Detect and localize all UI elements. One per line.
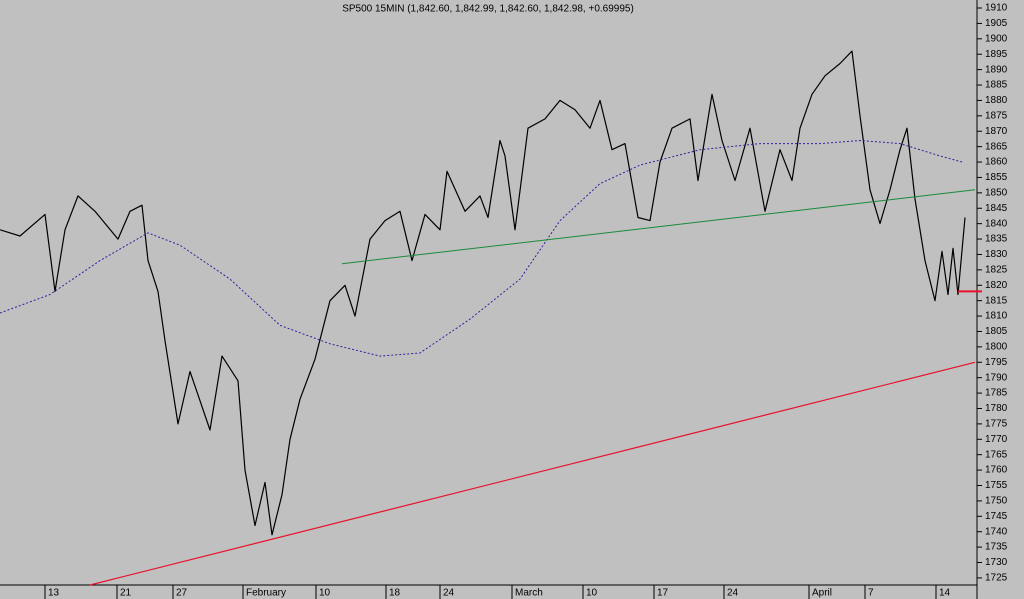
x-tick-label: March <box>515 588 543 599</box>
y-tick-label: 1835 <box>985 234 1008 245</box>
y-tick-label: 1855 <box>985 172 1008 183</box>
y-tick-label: 1785 <box>985 388 1008 399</box>
y-tick-label: 1910 <box>985 3 1008 14</box>
y-tick-label: 1860 <box>985 157 1008 168</box>
y-tick-label: 1825 <box>985 264 1008 275</box>
x-tick-label: April <box>812 588 832 599</box>
y-tick-label: 1905 <box>985 18 1008 29</box>
x-tick-label: 10 <box>319 588 331 599</box>
y-tick-label: 1895 <box>985 49 1008 60</box>
y-tick-label: 1760 <box>985 465 1008 476</box>
x-tick-label: 14 <box>939 588 951 599</box>
y-tick-label: 1890 <box>985 64 1008 75</box>
x-tick-label: 10 <box>586 588 598 599</box>
y-tick-label: 1845 <box>985 203 1008 214</box>
y-tick-label: 1765 <box>985 449 1008 460</box>
y-tick-label: 1870 <box>985 126 1008 137</box>
y-tick-label: 1875 <box>985 110 1008 121</box>
x-tick-label: 24 <box>727 588 739 599</box>
y-tick-label: 1780 <box>985 403 1008 414</box>
x-tick-label: 27 <box>176 588 188 599</box>
y-tick-label: 1730 <box>985 557 1008 568</box>
series-line <box>0 140 963 357</box>
x-tick-label: 24 <box>443 588 455 599</box>
y-tick-label: 1735 <box>985 542 1008 553</box>
x-tick-label: 17 <box>657 588 669 599</box>
x-tick-label: 21 <box>120 588 132 599</box>
y-tick-label: 1745 <box>985 511 1008 522</box>
x-tick-label: 13 <box>48 588 60 599</box>
y-tick-label: 1775 <box>985 419 1008 430</box>
y-tick-label: 1790 <box>985 372 1008 383</box>
series-line <box>341 189 976 265</box>
x-tick-label: February <box>246 588 286 599</box>
y-tick-label: 1880 <box>985 95 1008 106</box>
chart-title: SP500 15MIN (1,842.60, 1,842.99, 1,842.6… <box>342 4 634 15</box>
y-tick-label: 1820 <box>985 280 1008 291</box>
y-tick-label: 1885 <box>985 80 1008 91</box>
y-tick-label: 1805 <box>985 326 1008 337</box>
y-tick-label: 1740 <box>985 526 1008 537</box>
y-tick-label: 1750 <box>985 496 1008 507</box>
y-tick-label: 1810 <box>985 311 1008 322</box>
y-tick-label: 1770 <box>985 434 1008 445</box>
y-tick-label: 1795 <box>985 357 1008 368</box>
series-line <box>89 361 976 586</box>
y-tick-label: 1850 <box>985 187 1008 198</box>
y-tick-label: 1840 <box>985 218 1008 229</box>
y-tick-label: 1815 <box>985 295 1008 306</box>
x-tick-label: 7 <box>868 588 874 599</box>
y-tick-label: 1830 <box>985 249 1008 260</box>
series-line <box>0 50 966 536</box>
y-tick-label: 1865 <box>985 141 1008 152</box>
x-tick-label: 18 <box>389 588 401 599</box>
y-tick-label: 1725 <box>985 573 1008 584</box>
y-tick-label: 1755 <box>985 480 1008 491</box>
y-tick-label: 1800 <box>985 342 1008 353</box>
y-tick-label: 1900 <box>985 33 1008 44</box>
